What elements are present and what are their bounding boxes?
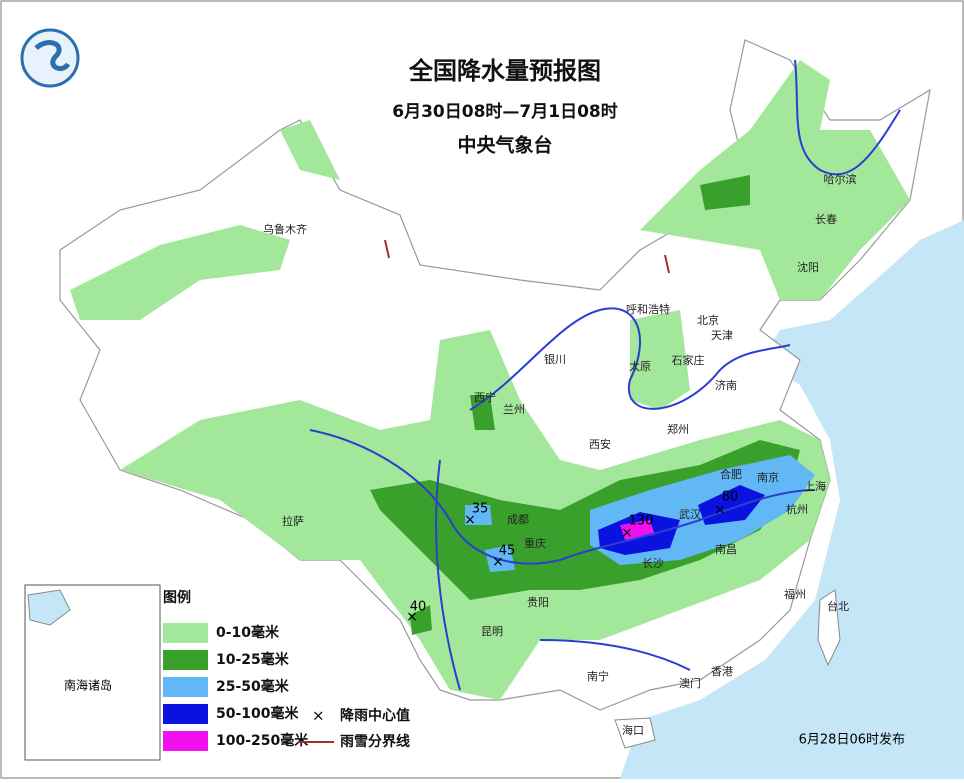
city-label: 沈阳	[797, 260, 819, 274]
rain-area	[700, 175, 750, 210]
rain-area	[410, 605, 432, 635]
center-x: ×	[714, 502, 726, 518]
inset-coast	[27, 589, 71, 626]
rain-areas	[70, 60, 910, 700]
city-label: 郑州	[667, 422, 689, 436]
city-label: 杭州	[786, 502, 808, 516]
city-label: 上海	[804, 479, 826, 493]
city-label: 兰州	[503, 403, 525, 416]
city-label: 贵阳	[527, 596, 549, 609]
rain-area	[470, 395, 495, 430]
city-label: 拉萨	[282, 514, 304, 528]
city-label: 长沙	[642, 557, 664, 570]
legend-swatch	[163, 650, 208, 670]
legend-swatch	[163, 677, 208, 697]
legend-label: 100-250毫米	[216, 732, 309, 749]
city-label: 海口	[622, 723, 644, 737]
legend-swatch	[163, 623, 208, 643]
inset: 南海诸岛	[24, 584, 161, 761]
river	[469, 307, 791, 411]
center-mark-label: 降雨中心值	[340, 707, 410, 724]
city-label: 南昌	[715, 543, 737, 556]
city-label: 呼和浩特	[626, 302, 670, 316]
city-label: 石家庄	[672, 353, 705, 367]
river	[435, 459, 461, 691]
inset-label: 南海诸岛	[64, 678, 112, 693]
city-label: 台北	[827, 599, 849, 613]
footer: 6月28日06时发布	[799, 732, 905, 748]
city-label: 澳门	[679, 676, 701, 690]
rain-area	[465, 505, 492, 525]
period: 6月30日08时—7月1日08时	[392, 102, 617, 122]
rain-area	[640, 60, 910, 300]
center-value: 80	[722, 490, 739, 505]
logo-mark	[34, 40, 71, 71]
rain-area	[70, 225, 290, 320]
rain-area	[630, 310, 690, 410]
legend-swatch	[163, 731, 208, 751]
city-label: 重庆	[524, 536, 546, 550]
legend-label: 0-10毫米	[216, 624, 280, 641]
snow-line-label: 雨雪分界线	[340, 733, 410, 750]
river	[309, 429, 816, 565]
issuer: 中央气象台	[457, 134, 552, 157]
city-label: 香港	[711, 665, 733, 678]
city-label: 银川	[544, 352, 566, 366]
city-label: 福州	[784, 587, 806, 601]
rivers	[309, 59, 901, 691]
rain-centers: ×130×80×35×45×40	[406, 490, 738, 626]
center-value: 45	[499, 544, 516, 559]
legend: 0-10毫米 10-25毫米 25-50毫米 50-100毫米 100-250毫米	[163, 623, 309, 751]
taiwan	[817, 589, 841, 667]
center-value: 35	[472, 502, 489, 517]
city-label: 长春	[815, 213, 837, 226]
center-x: ×	[492, 554, 504, 570]
city-label: 乌鲁木齐	[263, 222, 307, 236]
center-mark-symbol: ×	[312, 707, 325, 725]
city-label: 哈尔滨	[824, 172, 857, 186]
river	[539, 639, 691, 671]
city-label: 武汉	[679, 508, 701, 521]
legend-label: 50-100毫米	[216, 705, 300, 722]
city-label: 北京	[697, 313, 719, 327]
legend-label: 10-25毫米	[216, 651, 290, 668]
center-value: 40	[410, 600, 427, 615]
city-label: 成都	[507, 513, 529, 526]
snow-line	[384, 239, 670, 274]
city-label: 昆明	[481, 625, 503, 638]
title: 全国降水量预报图	[408, 57, 601, 85]
city-label: 太原	[629, 360, 651, 373]
city-label: 南京	[757, 470, 779, 484]
center-x: ×	[621, 525, 633, 541]
center-x: ×	[464, 512, 476, 528]
legend-label: 25-50毫米	[216, 678, 290, 695]
city-label: 西宁	[474, 390, 496, 404]
city-label: 天津	[711, 329, 733, 342]
city-label: 合肥	[720, 467, 742, 481]
city-label: 西安	[589, 437, 611, 451]
center-value: 130	[629, 514, 654, 529]
river	[794, 59, 901, 176]
center-x: ×	[406, 609, 418, 625]
rain-area	[280, 120, 340, 180]
logo-circle	[20, 28, 80, 88]
sea	[600, 220, 964, 779]
legend-title: 图例	[163, 589, 191, 606]
hainan	[614, 717, 656, 749]
city-label: 南宁	[587, 669, 609, 683]
city-label: 济南	[715, 378, 737, 392]
legend-swatch	[163, 704, 208, 724]
logo	[20, 28, 80, 88]
